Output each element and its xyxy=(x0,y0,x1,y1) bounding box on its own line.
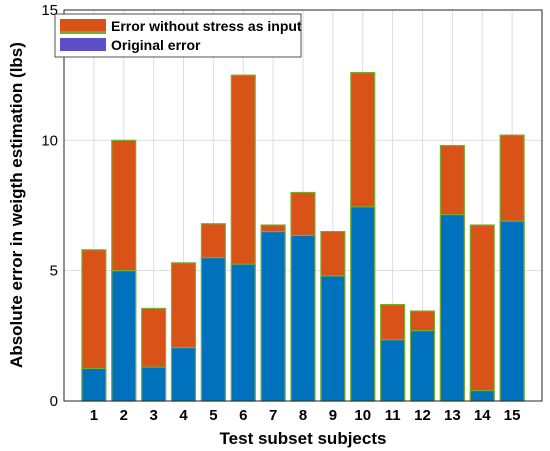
x-tick-label-12: 12 xyxy=(414,407,431,424)
bar-original-error-14 xyxy=(469,389,495,402)
y-tick-label-0: 0 xyxy=(50,393,58,410)
bar-original-error-13 xyxy=(439,214,465,402)
x-tick-labels: 1 2 3 4 5 6 7 8 9 10 11 12 13 14 15 xyxy=(90,407,521,424)
x-tick-label-9: 9 xyxy=(329,407,337,424)
legend-swatch-original-error xyxy=(60,38,106,51)
legend-swatch-edge-error-without-stress xyxy=(60,31,106,34)
y-tick-label-15: 15 xyxy=(41,2,58,19)
x-tick-label-5: 5 xyxy=(209,407,217,424)
bar-original-error-4 xyxy=(170,346,197,402)
x-tick-label-7: 7 xyxy=(269,407,277,424)
bar-original-error-8 xyxy=(290,234,316,402)
y-tick-label-5: 5 xyxy=(50,263,58,280)
legend: Error without stress as input Original e… xyxy=(54,13,302,58)
x-tick-label-15: 15 xyxy=(504,407,521,424)
x-tick-label-8: 8 xyxy=(299,407,307,424)
x-tick-label-2: 2 xyxy=(120,407,128,424)
bar-original-error-1 xyxy=(81,367,107,402)
x-tick-label-13: 13 xyxy=(444,407,461,424)
bar-original-error-11 xyxy=(380,339,406,402)
y-tick-label-10: 10 xyxy=(41,132,58,149)
x-tick-label-10: 10 xyxy=(354,407,371,424)
legend-label-original-error: Original error xyxy=(111,37,201,53)
x-tick-label-3: 3 xyxy=(149,407,157,424)
x-tick-label-1: 1 xyxy=(90,407,98,424)
x-tick-label-11: 11 xyxy=(385,407,401,424)
legend-swatch-error-without-stress xyxy=(60,19,106,32)
bar-original-error-7 xyxy=(260,230,286,402)
bar-original-error-9 xyxy=(320,275,346,402)
plot-frame xyxy=(63,9,543,402)
x-tick-label-14: 14 xyxy=(474,407,491,424)
bar-original-error-6 xyxy=(230,263,256,402)
legend-label-error-without-stress: Error without stress as input xyxy=(111,18,302,34)
bar-original-error-5 xyxy=(200,257,226,402)
x-tick-label-6: 6 xyxy=(239,407,247,424)
bar-original-error-10 xyxy=(350,206,376,402)
x-tick-label-4: 4 xyxy=(179,407,188,424)
bar-original-error-2 xyxy=(111,270,137,402)
bar-original-error-15 xyxy=(499,220,525,402)
y-tick-labels: 0 5 10 15 xyxy=(41,2,58,410)
bar-original-error-3 xyxy=(141,366,167,402)
x-axis-label: Test subset subjects xyxy=(220,429,387,448)
bar-error-without-stress-14 xyxy=(469,224,495,402)
bar-original-error-12 xyxy=(409,330,436,402)
y-axis-label: Absolute error in weigth estimation (lbs… xyxy=(7,42,26,368)
